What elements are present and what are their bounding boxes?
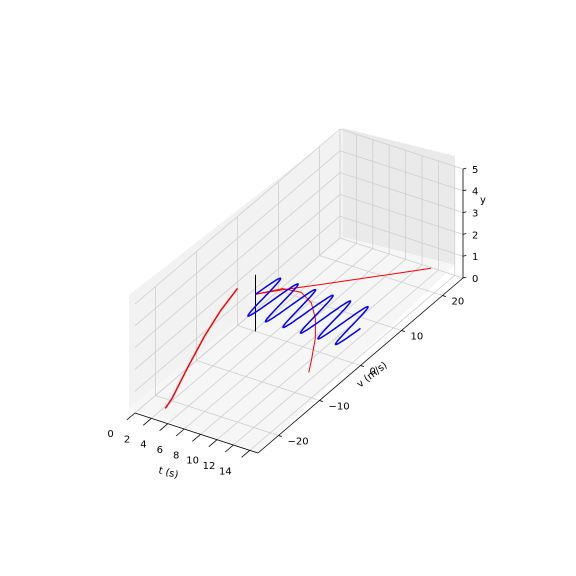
grid-line [339, 215, 464, 257]
x-axis-label: t (s) [157, 465, 179, 481]
grid-line [134, 128, 341, 305]
y-tick-mark [442, 295, 446, 297]
z-tick-label: 1 [472, 252, 478, 263]
z-tick-mark [462, 276, 467, 279]
y-tick-mark [278, 435, 282, 437]
y-tick-label: 0 [370, 366, 376, 377]
grid-line [339, 237, 464, 279]
z-tick-mark [462, 254, 467, 257]
x-tick-mark [241, 450, 251, 458]
series-2-line [255, 267, 432, 295]
t-axis-line [134, 412, 259, 454]
pane-floor [129, 237, 455, 453]
data-curves [164, 267, 432, 409]
y-tick-mark [319, 400, 323, 402]
pane-left [129, 128, 343, 408]
grid-line [134, 172, 341, 348]
z-tick-mark [462, 233, 467, 235]
z-tick-label: 2 [472, 230, 478, 241]
grid-line [134, 215, 341, 392]
series-3-line [255, 288, 316, 373]
grid-line [278, 290, 402, 331]
y-tick-label: 20 [452, 296, 465, 307]
z-tick-mark [462, 189, 467, 192]
grid-line [339, 194, 464, 235]
x-tick-mark [175, 428, 185, 437]
z-tick-mark [462, 167, 467, 170]
series-0-line [164, 287, 239, 409]
x-tick-label: 2 [124, 434, 130, 445]
x-tick-label: 10 [186, 456, 199, 467]
y-tick-mark [360, 365, 364, 367]
y-tick-label: −20 [288, 436, 309, 447]
x-tick-label: 0 [107, 429, 113, 440]
x-tick-mark [192, 434, 201, 442]
grid-line [134, 150, 341, 327]
grid-line [155, 395, 279, 436]
z-tick-label: 3 [472, 208, 478, 219]
z-tick-label: 0 [472, 274, 478, 285]
grid-line [339, 172, 464, 213]
x-tick-mark [142, 418, 152, 426]
x-tick-label: 4 [140, 440, 146, 451]
x-tick-mark [208, 439, 218, 447]
series-4-line [247, 277, 369, 346]
y-tick-label: 10 [411, 331, 424, 342]
grid-line [196, 360, 320, 401]
x-tick-label: 12 [203, 461, 216, 472]
x-tick-mark [159, 423, 169, 431]
z-tick-mark [462, 211, 467, 213]
grid-lines [134, 128, 464, 451]
grid-line [339, 150, 464, 192]
y-axis-label: v (m/s) [355, 360, 390, 390]
grid-line [134, 237, 341, 414]
x-tick-label: 14 [219, 466, 232, 477]
x-tick-label: 8 [173, 450, 179, 461]
z-tick-label: 5 [472, 165, 478, 176]
grid-line [339, 128, 464, 170]
grid-line [134, 194, 341, 370]
z-tick-label: 4 [472, 187, 478, 198]
3d-panes [129, 128, 455, 453]
x-tick-label: 6 [157, 445, 163, 456]
pane-back [343, 128, 455, 265]
grid-line [237, 325, 361, 366]
z-axis-label: y [480, 195, 486, 206]
y-tick-mark [401, 330, 405, 332]
y-tick-label: −10 [329, 401, 350, 412]
x-tick-mark [224, 444, 234, 453]
x-tick-mark [126, 412, 136, 421]
